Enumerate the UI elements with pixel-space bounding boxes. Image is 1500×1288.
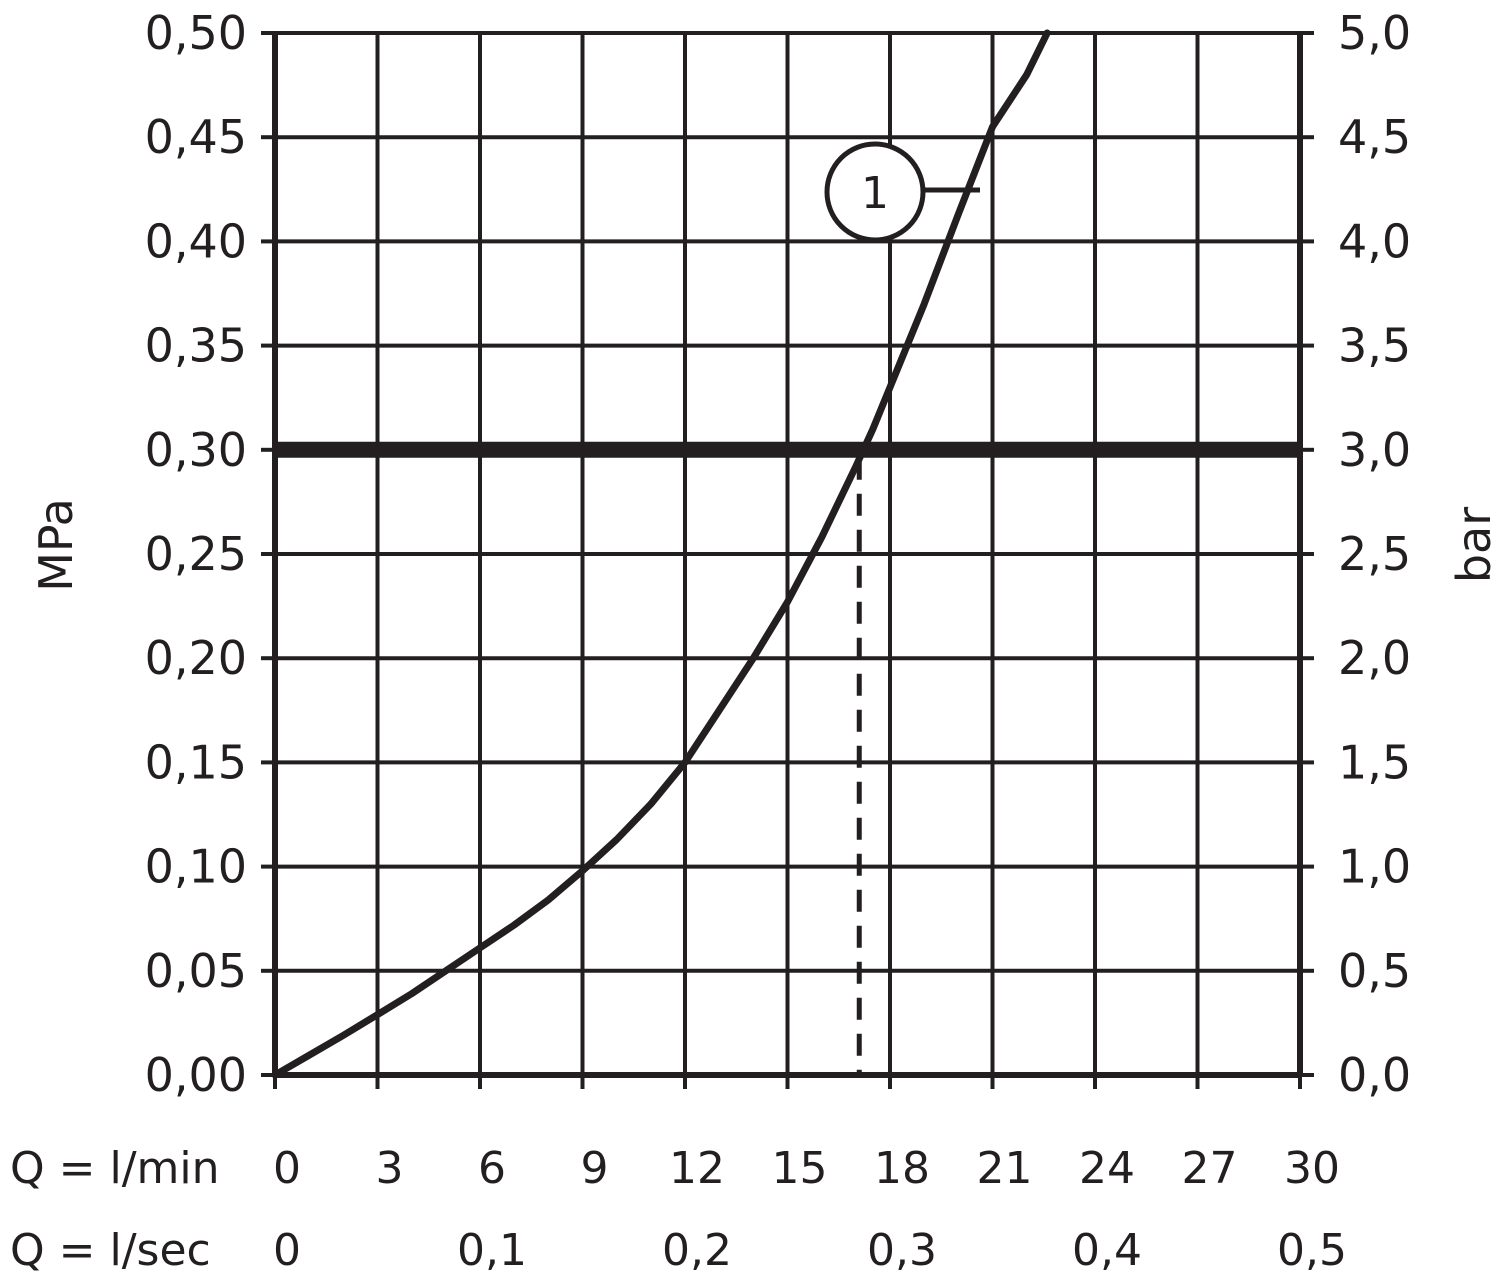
y-tick-label-left: 0,30 bbox=[145, 423, 247, 477]
x-tick-label-lmin: 6 bbox=[478, 1143, 506, 1194]
y-tick-label-left: 0,20 bbox=[145, 631, 247, 685]
x-tick-label-lmin: 0 bbox=[273, 1143, 301, 1194]
curve-group bbox=[271, 29, 1051, 1079]
x-tick-label-lsec: 0,2 bbox=[662, 1225, 732, 1276]
y-tick-label-left: 0,40 bbox=[145, 214, 247, 268]
x-tick-label-lmin: 30 bbox=[1284, 1143, 1340, 1194]
x-tick-label-lsec: 0,4 bbox=[1072, 1225, 1142, 1276]
y-tick-label-left: 0,00 bbox=[145, 1048, 247, 1102]
y-tick-label-right: 4,0 bbox=[1338, 214, 1411, 268]
y-tick-label-right: 1,5 bbox=[1338, 735, 1411, 789]
x-tick-label-lsec: 0,5 bbox=[1277, 1225, 1347, 1276]
x-tick-label-lsec: 0 bbox=[273, 1225, 301, 1276]
y-tick-label-left: 0,45 bbox=[145, 110, 247, 164]
y-tick-label-left: 0,05 bbox=[145, 944, 247, 998]
y-tick-label-left: 0,35 bbox=[145, 319, 247, 373]
y-axis-left-title: MPa bbox=[29, 498, 83, 592]
axis-ticks bbox=[261, 31, 1314, 1089]
x-row-label-lmin: Q = l/min bbox=[10, 1143, 220, 1194]
y-tick-label-right: 4,5 bbox=[1338, 110, 1411, 164]
y-axis-right-title: bar bbox=[1447, 507, 1500, 583]
x-tick-label-lmin: 9 bbox=[581, 1143, 609, 1194]
x-tick-label-lmin: 21 bbox=[977, 1143, 1033, 1194]
x-row-label-lsec: Q = l/sec bbox=[10, 1225, 211, 1276]
y-tick-label-left: 0,25 bbox=[145, 527, 247, 581]
x-tick-label-lmin: 18 bbox=[874, 1143, 930, 1194]
x-tick-label-lmin: 24 bbox=[1079, 1143, 1135, 1194]
y-tick-label-right: 5,0 bbox=[1338, 6, 1411, 60]
x-tick-label-lmin: 12 bbox=[669, 1143, 725, 1194]
x-tick-label-lmin: 3 bbox=[376, 1143, 404, 1194]
y-tick-label-right: 0,5 bbox=[1338, 944, 1411, 998]
x-tick-label-lsec: 0,1 bbox=[457, 1225, 527, 1276]
y-tick-label-right: 3,0 bbox=[1338, 423, 1411, 477]
y-tick-label-right: 2,0 bbox=[1338, 631, 1411, 685]
x-tick-label-lmin: 27 bbox=[1182, 1143, 1238, 1194]
y-tick-label-left: 0,50 bbox=[145, 6, 247, 60]
y-tick-label-right: 2,5 bbox=[1338, 527, 1411, 581]
reference-lines bbox=[275, 441, 1300, 1075]
callout-number: 1 bbox=[861, 168, 889, 219]
y-tick-label-right: 1,0 bbox=[1338, 840, 1411, 894]
x-tick-label-lsec: 0,3 bbox=[867, 1225, 937, 1276]
y-tick-label-left: 0,10 bbox=[145, 840, 247, 894]
y-tick-label-left: 0,15 bbox=[145, 735, 247, 789]
grid-lines bbox=[273, 31, 1302, 1077]
y-tick-label-right: 0,0 bbox=[1338, 1048, 1411, 1102]
callout-circle bbox=[824, 141, 926, 243]
y-tick-label-right: 3,5 bbox=[1338, 319, 1411, 373]
x-tick-label-lmin: 15 bbox=[772, 1143, 828, 1194]
curve-1-line bbox=[271, 29, 1051, 1079]
tick-labels: 0,000,050,100,150,200,250,300,350,400,45… bbox=[145, 6, 1412, 1276]
curve-callout: 1 bbox=[824, 141, 980, 243]
